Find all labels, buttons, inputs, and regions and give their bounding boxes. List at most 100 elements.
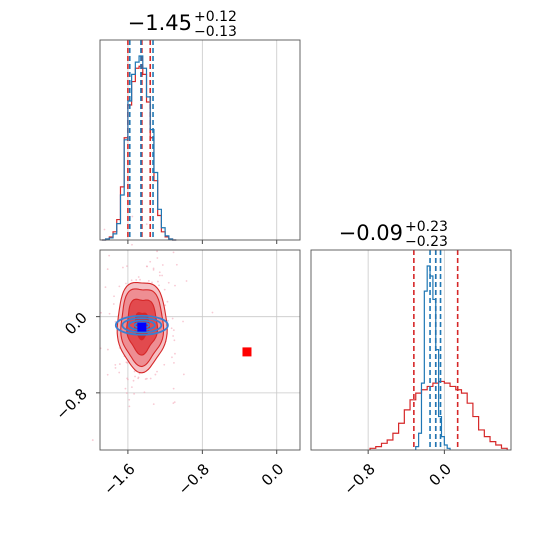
scatter-point (173, 361, 175, 364)
scatter-point (135, 279, 138, 281)
scatter-point (131, 215, 134, 218)
scatter-point (137, 377, 140, 380)
scatter-point (158, 271, 161, 274)
scatter-point (130, 386, 133, 389)
scatter-point (173, 339, 176, 342)
scatter-point (108, 254, 111, 257)
bl-xtick-label-0: −1.6 (100, 460, 138, 498)
scatter-point (143, 391, 146, 394)
bl-frame (99, 249, 301, 451)
scatter-point (131, 243, 133, 246)
scatter-point (106, 268, 109, 270)
scatter-point (128, 398, 131, 401)
scatter-point (125, 361, 128, 364)
br-title-lower: −0.23 (405, 234, 448, 250)
scatter-point (104, 286, 107, 289)
scatter-point (114, 364, 117, 366)
bl-blue-contour-1 (121, 317, 163, 334)
scatter-point (185, 280, 188, 282)
scatter-point (125, 282, 127, 285)
scatter-point (166, 300, 169, 303)
bl-xtick-label-2: 0.0 (258, 460, 288, 490)
bottom-left-panel: 0.0 −0.8 −1.6 −0.8 0.0 (52, 215, 301, 499)
scatter-point (156, 257, 159, 259)
bl-ytick-label-0: 0.0 (61, 309, 91, 339)
tl-hist-blue (101, 55, 177, 241)
br-frame (310, 249, 512, 451)
scatter-point (149, 377, 152, 380)
scatter-point (158, 274, 161, 277)
scatter-point (128, 405, 131, 408)
bl-marker-blue-square (137, 322, 147, 332)
tl-title-upper: +0.12 (194, 9, 237, 25)
scatter-point (158, 284, 160, 287)
scatter-point (171, 356, 173, 359)
br-xtick-label-0: −0.8 (340, 460, 378, 498)
scatter-point (152, 267, 155, 270)
scatter-point (172, 387, 175, 390)
top-left-panel: −1.45 +0.12−0.13 (99, 9, 301, 244)
scatter-point (100, 311, 102, 314)
scatter-point (163, 288, 166, 291)
scatter-point (172, 329, 175, 332)
scatter-point (147, 279, 150, 282)
br-xtick-label-1: 0.0 (425, 460, 455, 490)
scatter-point (125, 392, 128, 394)
scatter-point (172, 251, 175, 254)
scatter-point (144, 378, 147, 380)
scatter-point (173, 401, 176, 404)
scatter-point (175, 263, 178, 266)
scatter-point (91, 439, 94, 441)
scatter-point (114, 367, 117, 369)
tl-frame (99, 39, 301, 241)
scatter-point (164, 304, 167, 307)
scatter-point (161, 264, 164, 266)
scatter-point (211, 311, 214, 314)
scatter-point (139, 278, 141, 281)
tl-title-value: −1.45 (128, 11, 192, 35)
scatter-point (171, 317, 174, 320)
scatter-point (163, 363, 166, 366)
scatter-point (124, 387, 127, 390)
scatter-point (133, 370, 136, 373)
scatter-point (151, 281, 153, 284)
scatter-point (152, 403, 155, 405)
scatter-point (126, 265, 128, 268)
scatter-point (118, 371, 121, 374)
scatter-point (182, 373, 185, 376)
scatter-point (108, 312, 111, 315)
scatter-point (103, 228, 106, 231)
scatter-point (161, 274, 164, 277)
scatter-point (172, 402, 175, 405)
scatter-point (167, 281, 170, 284)
scatter-point (145, 265, 148, 268)
scatter-point (122, 266, 124, 269)
scatter-point (126, 378, 129, 381)
scatter-point (156, 250, 158, 253)
scatter-point (133, 392, 135, 395)
tl-title-lower: −0.13 (194, 24, 237, 40)
bl-xtick-label-1: −0.8 (175, 460, 213, 498)
scatter-point (106, 373, 109, 376)
br-hist-blue (415, 265, 451, 450)
bl-ytick-label-1: −0.8 (52, 385, 90, 423)
scatter-point (172, 335, 175, 337)
scatter-point (182, 320, 184, 323)
scatter-point (149, 260, 152, 263)
br-title-upper: +0.23 (405, 219, 448, 235)
scatter-point (132, 379, 135, 382)
scatter-point (154, 373, 157, 376)
scatter-point (134, 375, 136, 378)
scatter-point (112, 303, 115, 305)
scatter-point (157, 280, 159, 283)
scatter-point (113, 295, 115, 298)
tl-hist-red (101, 65, 177, 241)
bl-marker-red-square (242, 347, 252, 357)
scatter-point (118, 363, 121, 365)
bl-blue-contour-0 (114, 314, 169, 336)
scatter-point (170, 327, 173, 330)
scatter-point (174, 352, 176, 355)
scatter-point (106, 348, 109, 351)
scatter-point (174, 284, 176, 287)
scatter-point (152, 268, 155, 271)
